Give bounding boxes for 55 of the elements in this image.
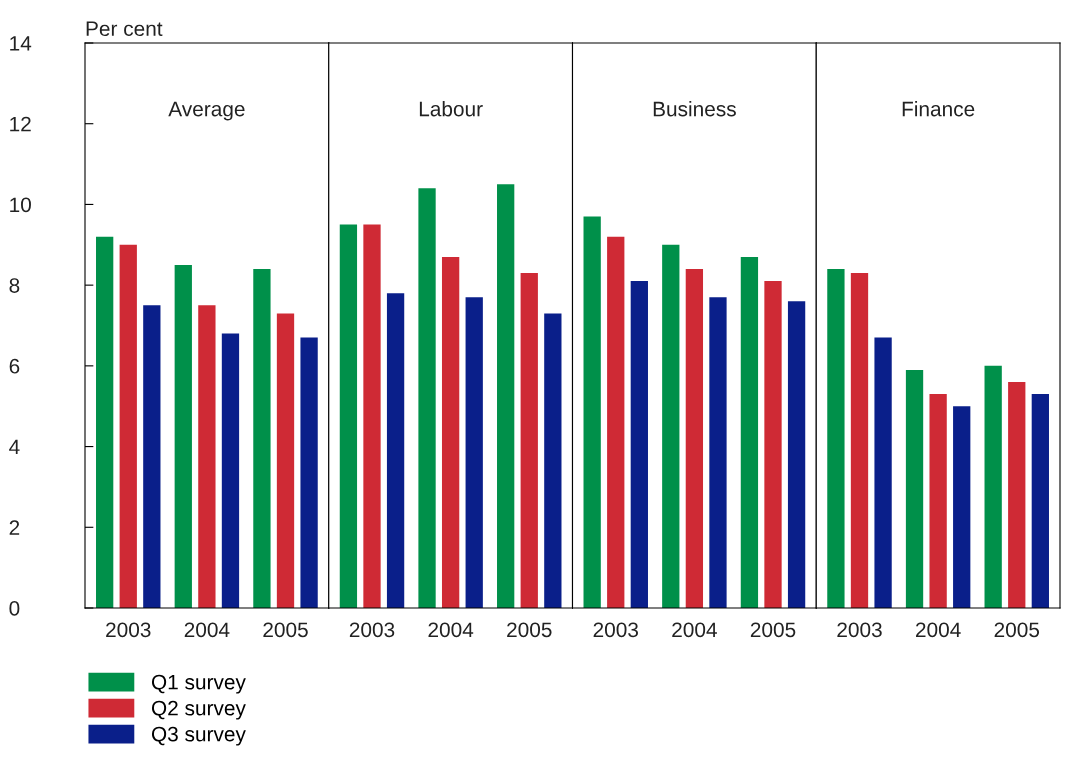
bar	[143, 305, 161, 608]
y-tick-label: 8	[9, 278, 20, 293]
bar	[497, 184, 515, 608]
bar	[850, 273, 869, 608]
bar	[198, 305, 216, 608]
bar	[253, 269, 271, 608]
legend-label: Q1 survey	[151, 674, 246, 694]
bar	[276, 313, 295, 608]
bar	[300, 337, 318, 608]
y-axis-title: Per cent	[86, 21, 163, 37]
legend-label: Q2 survey	[151, 700, 246, 720]
bar	[363, 224, 381, 608]
y-tick-label: 10	[10, 197, 31, 213]
bar	[119, 244, 137, 608]
y-tick-label: 4	[9, 439, 20, 455]
y-tick-label: 6	[9, 358, 20, 374]
text: Finance	[902, 101, 975, 117]
bar	[827, 269, 845, 608]
bar	[953, 406, 971, 608]
bar	[984, 365, 1002, 608]
bar	[465, 297, 483, 608]
bar	[96, 236, 114, 608]
y-tick-label: 12	[10, 116, 31, 132]
bar	[520, 273, 538, 608]
bar	[221, 333, 240, 608]
bar	[441, 256, 460, 608]
x-tick-label: 2005	[750, 622, 796, 638]
x-tick-label: 2005	[994, 622, 1040, 638]
text: Average	[168, 101, 245, 121]
y-tick-label: 14	[10, 36, 32, 51]
bar	[929, 394, 947, 608]
bar	[386, 293, 405, 608]
y-tick-label: 2	[9, 520, 20, 535]
text: Business	[653, 101, 736, 117]
bar	[1031, 394, 1049, 608]
bar	[418, 188, 436, 608]
bar	[174, 264, 192, 608]
bar	[544, 313, 562, 608]
x-tick-label: 2005	[507, 622, 552, 638]
text: Labour	[419, 101, 483, 117]
bar	[905, 369, 924, 608]
legend-label: Q3 survey	[151, 726, 246, 746]
y-tick-label: 0	[9, 601, 20, 616]
x-tick-label: 2004	[672, 622, 717, 638]
x-tick-label: 2003	[106, 622, 151, 638]
x-tick-label: 2005	[263, 622, 308, 638]
x-tick-label: 2004	[428, 622, 474, 638]
bar	[874, 337, 892, 608]
x-tick-label: 2004	[916, 622, 961, 638]
x-tick-label: 2003	[349, 622, 395, 638]
bar	[339, 224, 358, 608]
bar	[1008, 382, 1026, 608]
x-tick-label: 2004	[184, 622, 230, 638]
x-tick-label: 2003	[593, 622, 639, 638]
x-tick-label: 2003	[837, 622, 882, 638]
